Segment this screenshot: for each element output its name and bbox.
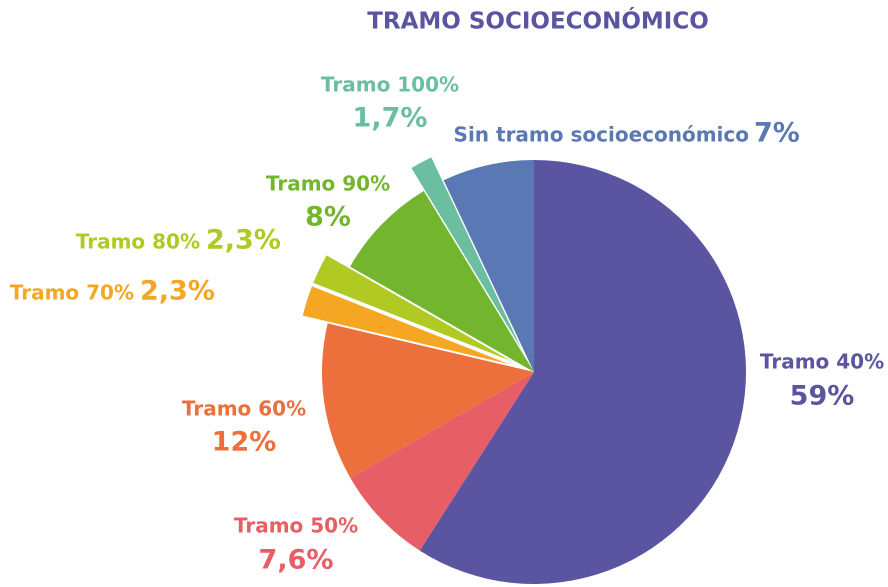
slice-name: Tramo 90%	[266, 172, 390, 196]
slice-value: 7,6%	[259, 545, 334, 576]
pie-slice	[302, 286, 510, 365]
slice-name: Tramo 80%	[76, 230, 200, 254]
slice-value: 1,7%	[353, 103, 428, 134]
pie-slice	[350, 190, 534, 372]
pie-slice	[419, 160, 746, 584]
slice-value: 2,3%	[206, 225, 281, 256]
slice-value: 59%	[790, 381, 855, 412]
slice-name: Tramo 50%	[234, 514, 358, 538]
slice-name: Tramo 70%	[10, 281, 134, 305]
slice-value: 8%	[305, 202, 351, 233]
slice-name: Sin tramo socioeconómico	[454, 123, 749, 147]
pie-slice	[443, 160, 534, 372]
slice-value: 12%	[212, 427, 277, 458]
slice-name: Tramo 60%	[182, 397, 306, 421]
slice-name: Tramo 100%	[321, 73, 459, 97]
chart-title: TRAMO SOCIOECONÓMICO	[367, 7, 709, 35]
pie-slice	[322, 323, 534, 478]
slice-value: 2,3%	[140, 276, 215, 307]
pie-slice	[313, 255, 511, 361]
pie-slice	[411, 157, 522, 350]
slice-name: Tramo 40%	[760, 350, 884, 374]
slice-value: 7%	[754, 118, 800, 149]
pie-slice	[350, 372, 534, 551]
